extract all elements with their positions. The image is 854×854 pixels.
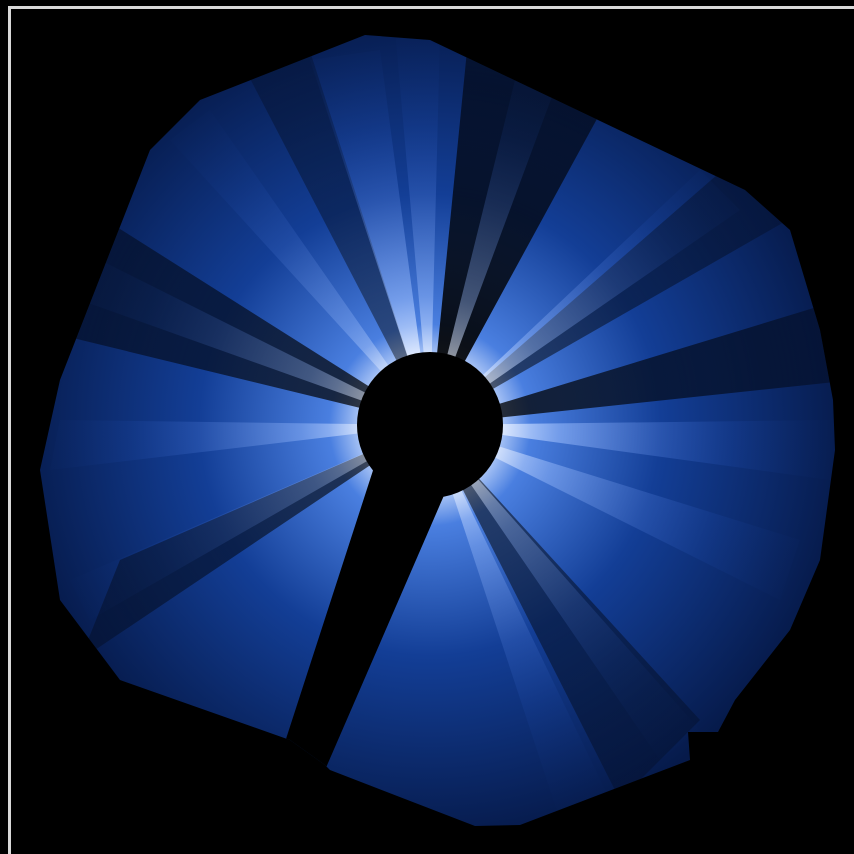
occulting-disk — [357, 352, 503, 498]
occulter-pylon — [285, 455, 455, 770]
streamer-rays — [50, 35, 830, 820]
